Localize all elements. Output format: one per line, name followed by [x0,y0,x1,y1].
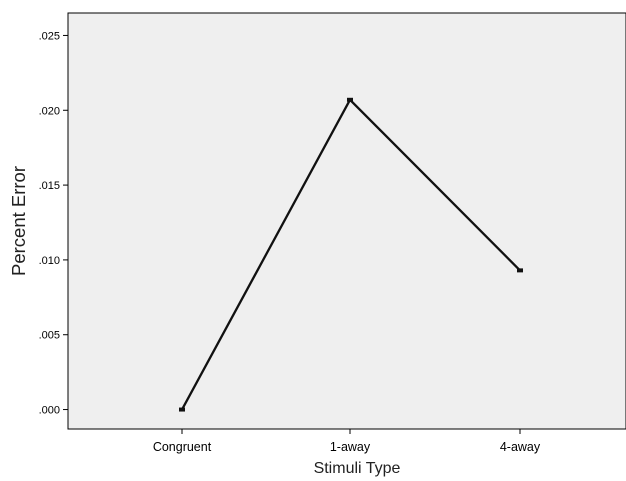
x-tick-label: Congruent [153,440,212,454]
data-point [517,268,523,273]
x-tick-label: 4-away [500,440,541,454]
data-points [179,97,523,412]
y-tick-label: .005 [39,330,60,342]
data-point [179,407,185,412]
y-tick-label: .015 [39,180,60,192]
data-point [347,97,353,102]
x-axis-title: Stimuli Type [314,460,401,477]
y-axis: .000 .005 .010 .015 .020 .025 [39,30,68,417]
plot-area [67,12,626,430]
y-tick-label: .025 [39,30,60,42]
x-tick-label: 1-away [330,440,371,454]
y-axis-title: Percent Error [8,166,29,276]
y-tick-label: .020 [39,105,60,117]
y-tick-label: .000 [39,405,60,417]
x-axis: Congruent 1-away 4-away [153,429,541,454]
y-tick-label: .010 [39,255,60,267]
